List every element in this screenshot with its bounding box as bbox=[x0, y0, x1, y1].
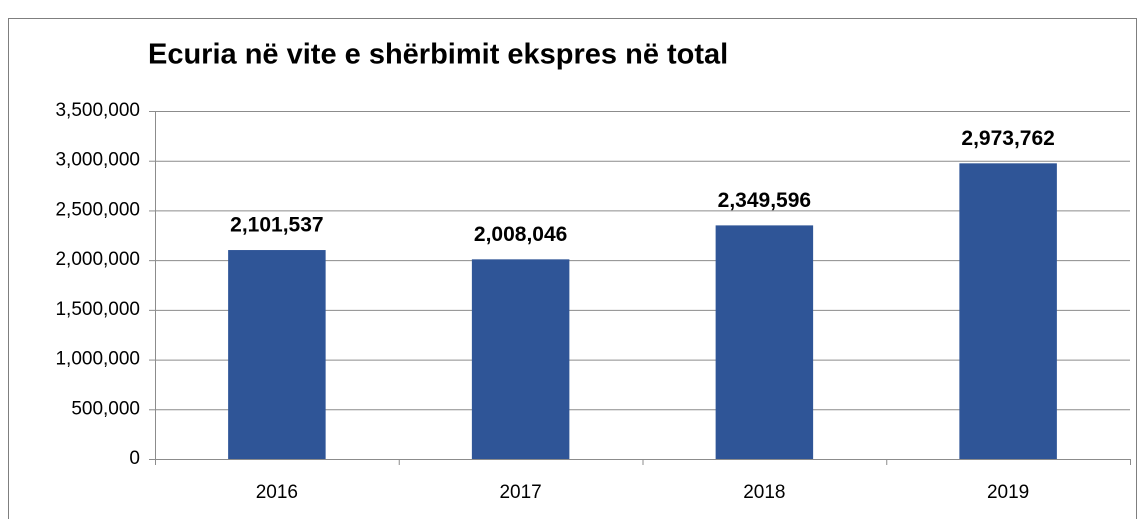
y-tick-label: 500,000 bbox=[71, 398, 140, 419]
data-label: 2,973,762 bbox=[961, 127, 1054, 150]
data-label: 2,008,046 bbox=[474, 223, 567, 246]
bar bbox=[959, 163, 1057, 459]
x-tick-label: 2017 bbox=[499, 482, 541, 503]
y-tick-label: 3,500,000 bbox=[55, 100, 140, 121]
bar bbox=[228, 250, 326, 459]
chart-border bbox=[8, 18, 1137, 519]
data-label: 2,349,596 bbox=[718, 189, 811, 212]
chart-title: Ecuria në vite e shërbimit ekspres në to… bbox=[148, 39, 728, 71]
y-tick-label: 3,000,000 bbox=[55, 150, 140, 171]
data-label: 2,101,537 bbox=[230, 214, 323, 237]
y-tick-label: 0 bbox=[129, 448, 140, 469]
y-tick-label: 1,500,000 bbox=[55, 299, 140, 320]
y-tick-label: 2,000,000 bbox=[55, 249, 140, 270]
x-tick-label: 2018 bbox=[743, 482, 785, 503]
y-tick-label: 2,500,000 bbox=[55, 199, 140, 220]
x-tick-label: 2019 bbox=[987, 482, 1029, 503]
x-tick-label: 2016 bbox=[256, 482, 298, 503]
bar bbox=[471, 259, 570, 459]
bar bbox=[715, 225, 814, 459]
y-tick-label: 1,000,000 bbox=[55, 349, 140, 370]
